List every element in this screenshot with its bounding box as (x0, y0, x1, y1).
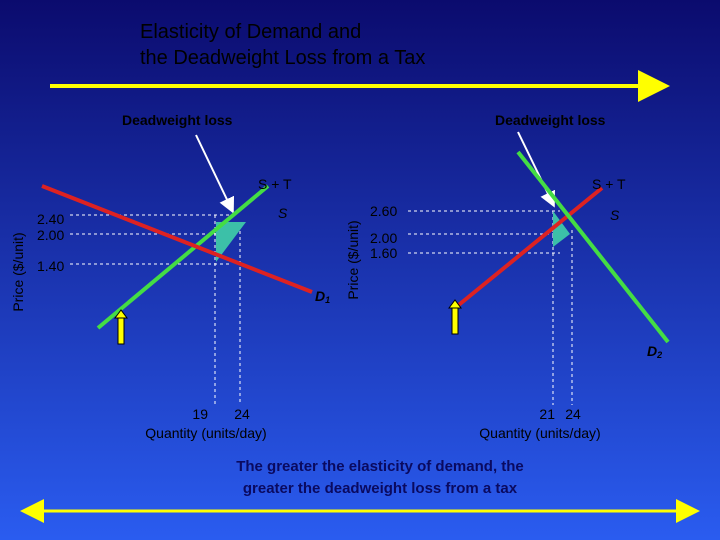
shift-arrow (117, 315, 125, 345)
conclusion: greater the deadweight loss from a tax (243, 480, 518, 497)
y-axis-label: Price ($/unit) (345, 220, 361, 299)
x-label: 24 (234, 406, 250, 422)
supply-tax-curve (453, 186, 604, 310)
conclusion: The greater the elasticity of demand, th… (236, 458, 524, 475)
x-axis-label: Quantity (units/day) (479, 425, 600, 441)
shift-arrow (451, 305, 459, 335)
supply-label: S (610, 207, 620, 223)
demand-letter: D (315, 288, 325, 304)
supply-tax-curve (96, 184, 270, 330)
y-label: 2.00 (37, 227, 64, 243)
y-label: 2.00 (370, 230, 397, 246)
supply-label: S (278, 205, 288, 221)
title: the Deadweight Loss from a Tax (140, 47, 425, 69)
supply-tax-label: S + T (258, 176, 292, 192)
demand-subscript: 2 (656, 350, 662, 360)
x-label: 19 (192, 406, 208, 422)
callout: Deadweight loss (495, 112, 606, 128)
deadweight-triangle (553, 211, 570, 247)
x-label: 21 (539, 406, 555, 422)
shift-arrow-head (448, 299, 462, 309)
y-label: 1.40 (37, 258, 64, 274)
callout-arrow (195, 134, 235, 214)
y-label: 2.40 (37, 211, 64, 227)
demand-label: D2 (647, 343, 662, 360)
title: Elasticity of Demand and (140, 21, 361, 43)
x-axis-label: Quantity (units/day) (145, 425, 266, 441)
x-label: 24 (565, 406, 581, 422)
y-label: 2.60 (370, 203, 397, 219)
deadweight-triangle (216, 222, 246, 262)
shift-arrow-head (114, 309, 128, 319)
demand-curve (516, 150, 670, 344)
callout: Deadweight loss (122, 112, 233, 128)
y-label: 1.60 (370, 245, 397, 261)
demand-letter: D (647, 343, 657, 359)
y-axis-label: Price ($/unit) (10, 232, 26, 311)
demand-curve (41, 184, 313, 294)
supply-tax-label: S + T (592, 176, 626, 192)
demand-subscript: 1 (325, 295, 330, 305)
demand-label: D1 (315, 288, 330, 305)
